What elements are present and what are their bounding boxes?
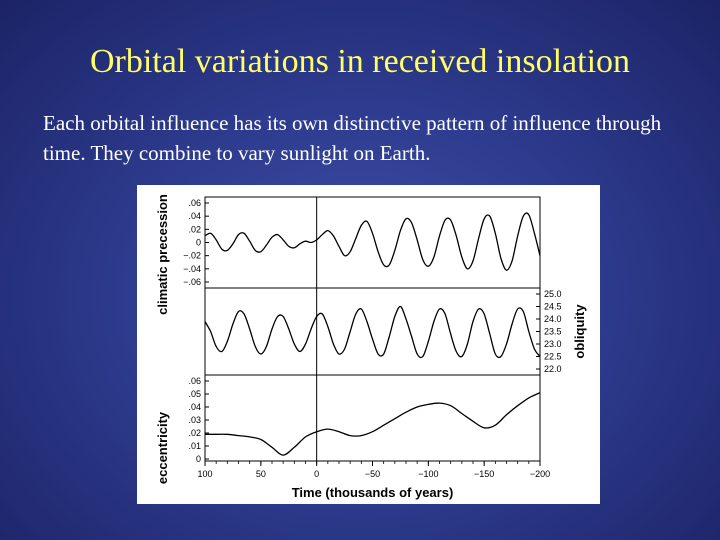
plot-frame <box>204 196 541 462</box>
y-tick-label: .04 <box>188 211 201 221</box>
x-tick-label: −150 <box>474 469 494 479</box>
y-tick-label: 0 <box>196 238 201 248</box>
slide-title: Orbital variations in received insolatio… <box>89 43 631 80</box>
slide-body-text: Each orbital influence has its own disti… <box>43 111 662 165</box>
y-tick-label: .03 <box>188 415 201 425</box>
orbital-chart-figure: 100 50 0 −50 −100 −150 −200 Time (thousands of … <box>137 185 600 504</box>
x-tick-label: 100 <box>197 469 212 479</box>
y-tick-label: 22.5 <box>544 352 562 362</box>
y-tick-label: .05 <box>188 389 201 399</box>
y-tick-label: 24.0 <box>544 314 562 324</box>
y-tick-label: .02 <box>188 428 201 438</box>
x-tick-label: −100 <box>418 469 438 479</box>
orbital-chart: 100 50 0 −50 −100 −150 −200 Time (thousands of … <box>155 194 587 500</box>
x-tick-label: −50 <box>365 469 380 479</box>
y-tick-label: −.02 <box>183 251 201 261</box>
y-tick-label: 23.0 <box>544 339 562 349</box>
y-tick-label: 22.0 <box>544 364 562 374</box>
series-line-climatic-precession <box>204 212 541 271</box>
x-tick-label: 50 <box>256 469 266 479</box>
x-tick-label: 0 <box>314 469 319 479</box>
y-axis-label: eccentricity <box>155 411 170 484</box>
y-tick-label: .06 <box>188 198 201 208</box>
y-tick-label: .02 <box>188 224 201 234</box>
y-axis-label: climatic precession <box>155 194 170 315</box>
y-tick-label: .06 <box>188 376 201 386</box>
y-tick-label: 25.0 <box>544 289 562 299</box>
series-line-eccentricity <box>205 392 541 456</box>
y-tick-label: 24.5 <box>544 302 562 312</box>
y-tick-label: 0 <box>196 454 201 464</box>
y-tick-label: .01 <box>188 441 201 451</box>
y-axis-label: obliquity <box>572 304 587 359</box>
y-tick-label: .04 <box>188 402 201 412</box>
y-tick-label: −.04 <box>183 264 201 274</box>
y-tick-label: 23.5 <box>544 327 562 337</box>
series-line-obliquity <box>204 305 541 359</box>
x-axis-label: Time (thousands of years) <box>292 485 454 500</box>
y-tick-label: −.06 <box>183 277 201 287</box>
x-tick-label: −200 <box>530 469 550 479</box>
